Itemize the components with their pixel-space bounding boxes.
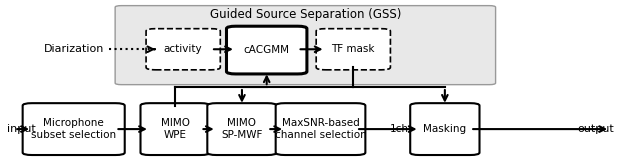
FancyBboxPatch shape — [115, 6, 495, 85]
Text: output: output — [578, 124, 614, 134]
FancyBboxPatch shape — [23, 103, 125, 155]
Text: activity: activity — [164, 44, 203, 54]
FancyBboxPatch shape — [146, 29, 220, 70]
Text: MIMO
WPE: MIMO WPE — [161, 118, 190, 140]
Text: input: input — [7, 124, 35, 134]
FancyBboxPatch shape — [207, 103, 277, 155]
Text: MaxSNR-based
channel selection: MaxSNR-based channel selection — [275, 118, 366, 140]
Text: cACGMM: cACGMM — [244, 45, 290, 55]
Text: Microphone
subset selection: Microphone subset selection — [31, 118, 117, 140]
Text: Guided Source Separation (GSS): Guided Source Separation (GSS) — [210, 8, 401, 21]
Text: MIMO
SP-MWF: MIMO SP-MWF — [221, 118, 263, 140]
FancyBboxPatch shape — [276, 103, 365, 155]
Text: TF mask: TF mask — [332, 44, 375, 54]
FancyBboxPatch shape — [141, 103, 210, 155]
Text: Masking: Masking — [423, 124, 466, 134]
Text: 1ch: 1ch — [390, 124, 409, 134]
FancyBboxPatch shape — [316, 29, 391, 70]
FancyBboxPatch shape — [226, 26, 307, 74]
FancyBboxPatch shape — [410, 103, 479, 155]
Text: Diarization: Diarization — [44, 44, 104, 54]
